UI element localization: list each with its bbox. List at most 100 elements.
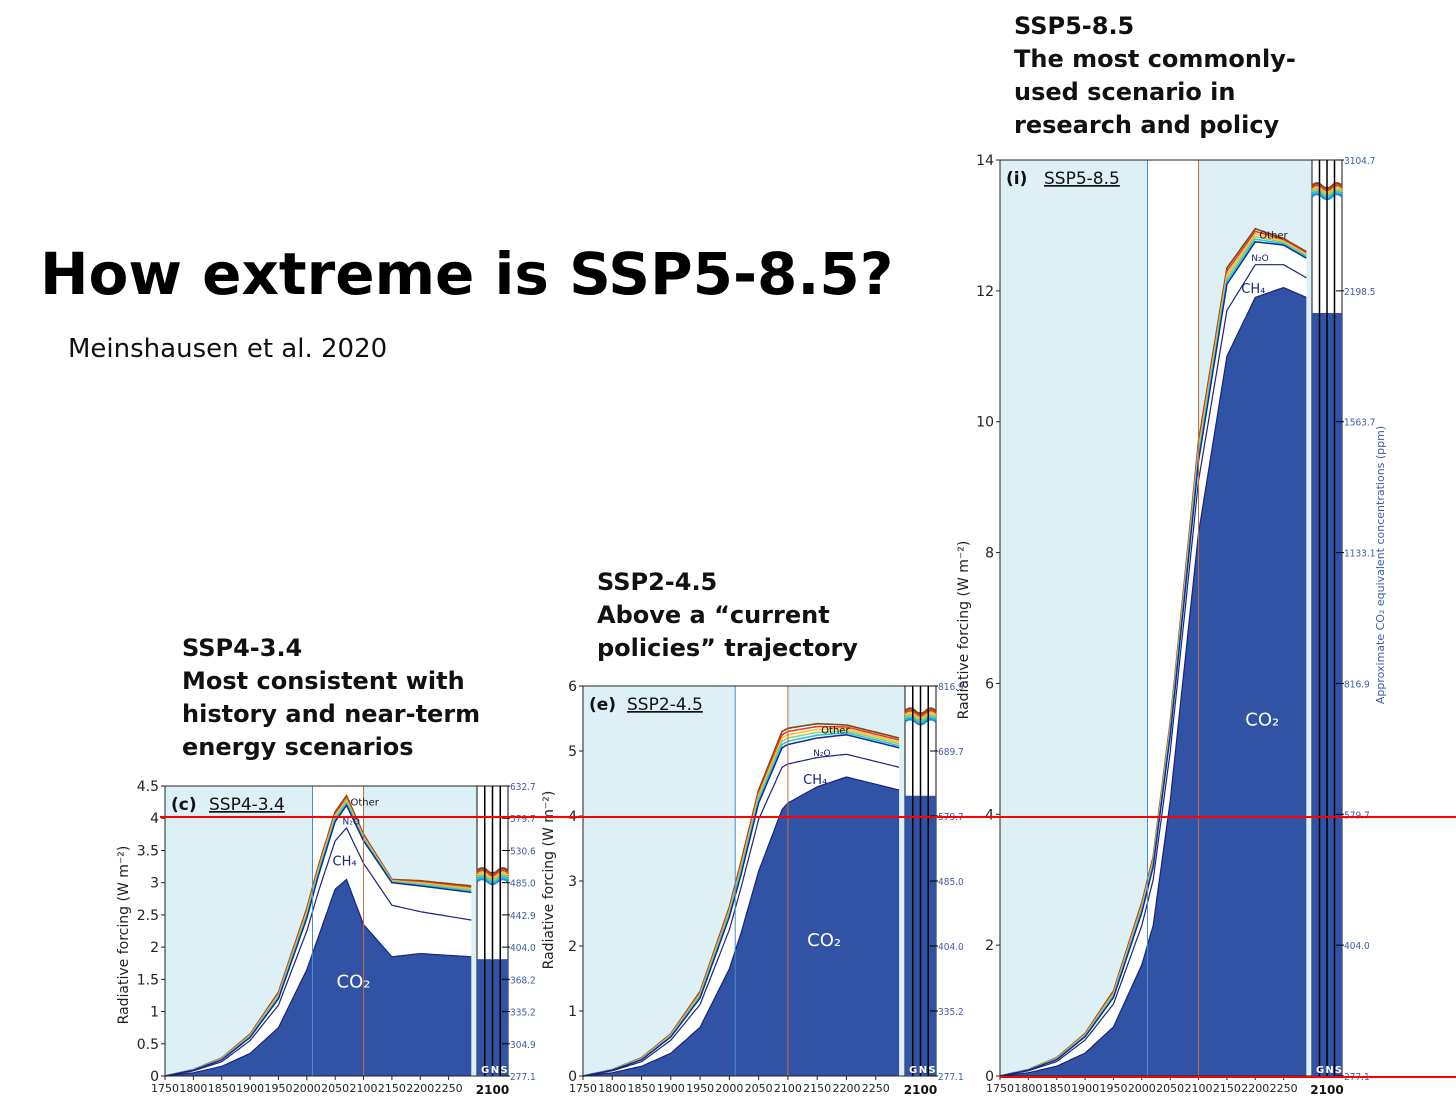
panel-letter: (c) (171, 795, 197, 815)
gns-label: N (1325, 1065, 1333, 1076)
x-tick-label: 2050 (321, 1082, 349, 1095)
conc-tick-label: 2198.5 (1344, 287, 1375, 298)
other-label: Other (1259, 231, 1288, 242)
y-tick-label: 6 (568, 679, 577, 695)
historical-region (1000, 160, 1148, 1076)
panel-letter: (e) (589, 695, 616, 715)
conc-tick-label: 1133.1 (1344, 549, 1375, 560)
y-tick-label: 0 (150, 1069, 159, 1085)
n2o-line (582, 734, 900, 1077)
n2o-label: N₂O (1251, 254, 1268, 264)
chart-panel-ssp585: G N S21003104.72198.51563.71133.1816.9579.… (956, 153, 1387, 1097)
y-tick-label: 14 (976, 153, 994, 169)
ch4-label: CH₄ (1241, 282, 1265, 297)
caption-ssp245-name: SSP2-4.5 (597, 568, 718, 596)
caption-ssp585-line1: The most commonly- (1014, 45, 1296, 73)
x-tick-label: 2000 (293, 1082, 321, 1095)
conc-tick-label: 277.1 (938, 1072, 964, 1083)
conc-tick-label: 335.2 (938, 1007, 964, 1018)
co2-label: CO₂ (807, 930, 841, 951)
caption-ssp585-line2: used scenario in (1014, 78, 1236, 106)
y-tick-label: 4 (150, 811, 159, 827)
panel-letter: (i) (1006, 169, 1027, 189)
x-tick-label: 2250 (862, 1082, 890, 1095)
co2-area (165, 879, 472, 1076)
conc-tick-label: 3104.7 (1344, 156, 1375, 167)
x-tick-label: 2200 (1241, 1082, 1269, 1095)
co2-area (1000, 287, 1307, 1077)
x-tick-label: 1950 (686, 1082, 714, 1095)
ch4-line (999, 264, 1307, 1077)
y-tick-label: 4 (985, 807, 994, 823)
reference-lines (160, 816, 1456, 1078)
x-tick-label: 1800 (598, 1082, 626, 1095)
y-tick-label: 0.5 (137, 1037, 159, 1053)
y-tick-label: 2 (985, 938, 994, 954)
y-tick-label: 12 (976, 284, 994, 300)
n2o-label: N₂O (343, 818, 360, 828)
x-tick-label: 2150 (378, 1082, 406, 1095)
x-tick-label: 1850 (208, 1082, 236, 1095)
gns-label: S (500, 1065, 507, 1076)
x-tick-label: 2150 (803, 1082, 831, 1095)
x-tick-label: 2250 (435, 1082, 463, 1095)
x-tick-label: 1750 (986, 1082, 1014, 1095)
x-tick-label: 1850 (1043, 1082, 1071, 1095)
x-tick-label: 1800 (1014, 1082, 1042, 1095)
conc-tick-label: 579.7 (1344, 810, 1370, 821)
conc-tick-label: 485.0 (510, 879, 536, 890)
y-tick-label: 2 (150, 940, 159, 956)
x-tick-label: 2000 (1128, 1082, 1156, 1095)
other-label: Other (821, 726, 850, 737)
x-tick-label: 1950 (1099, 1082, 1127, 1095)
conc-tick-label: 816.9 (938, 682, 964, 693)
caption-ssp434: SSP4-3.4 Most consistent with history an… (182, 632, 480, 764)
gns-label: G (481, 1065, 489, 1076)
y-axis-label: Radiative forcing (W m⁻²) (541, 791, 557, 970)
y-tick-label: 1.5 (137, 972, 159, 988)
caption-ssp585-line3: research and policy (1014, 111, 1280, 139)
conc-tick-label: 442.9 (510, 911, 536, 922)
gns-label: S (928, 1065, 935, 1076)
bottom-year-label: 2100 (1310, 1083, 1343, 1097)
right-axis-label: Approximate CO₂ equivalent concentration… (1374, 426, 1387, 704)
y-tick-label: 8 (985, 546, 994, 562)
co2-line (164, 878, 472, 1077)
x-tick-label: 1900 (657, 1082, 685, 1095)
x-tick-label: 1900 (236, 1082, 264, 1095)
x-tick-label: 2100 (1185, 1082, 1213, 1095)
x-tick-label: 1900 (1071, 1082, 1099, 1095)
gns-label: N (919, 1065, 927, 1076)
conc-tick-label: 530.6 (510, 846, 536, 857)
y-tick-label: 6 (985, 676, 994, 692)
ch4-label: CH₄ (333, 855, 357, 870)
x-tick-label: 1750 (151, 1082, 179, 1095)
caption-ssp245: SSP2-4.5 Above a “current policies” traj… (597, 566, 858, 665)
y-tick-label: 3.5 (137, 843, 159, 859)
conc-tick-label: 304.9 (510, 1040, 536, 1051)
chart-panel-ssp434: G N S 2100 632.7 579.7 530.6 485.0 442.9 404.0 368… (116, 779, 536, 1097)
gns-label: G (909, 1065, 917, 1076)
co2-area (583, 777, 900, 1076)
conc-tick-label: 1563.7 (1344, 418, 1375, 429)
y-tick-label: 1 (568, 1004, 577, 1020)
n2o-line (999, 241, 1307, 1077)
x-tick-label: 1750 (569, 1082, 597, 1095)
panel-scenario-label: SSP2-4.5 (627, 695, 703, 715)
y-tick-label: 0 (568, 1069, 577, 1085)
conc-tick-label: 689.7 (938, 747, 964, 758)
gns-label: S (1335, 1065, 1342, 1076)
y-axis-label: Radiative forcing (W m⁻²) (116, 846, 132, 1025)
y-tick-label: 2 (568, 939, 577, 955)
conc-tick-label: 404.0 (510, 943, 536, 954)
caption-ssp434-line2: history and near-term (182, 700, 481, 728)
caption-ssp434-name: SSP4-3.4 (182, 634, 303, 662)
conc-tick-label: 404.0 (1344, 941, 1370, 952)
x-tick-label: 2150 (1213, 1082, 1241, 1095)
x-tick-label: 1950 (264, 1082, 292, 1095)
conc-tick-label: 816.9 (1344, 679, 1370, 690)
co2-line (999, 286, 1307, 1077)
y-tick-label: 3 (150, 876, 159, 892)
conc-tick-label: 485.0 (938, 877, 964, 888)
gns-label: N (491, 1065, 499, 1076)
